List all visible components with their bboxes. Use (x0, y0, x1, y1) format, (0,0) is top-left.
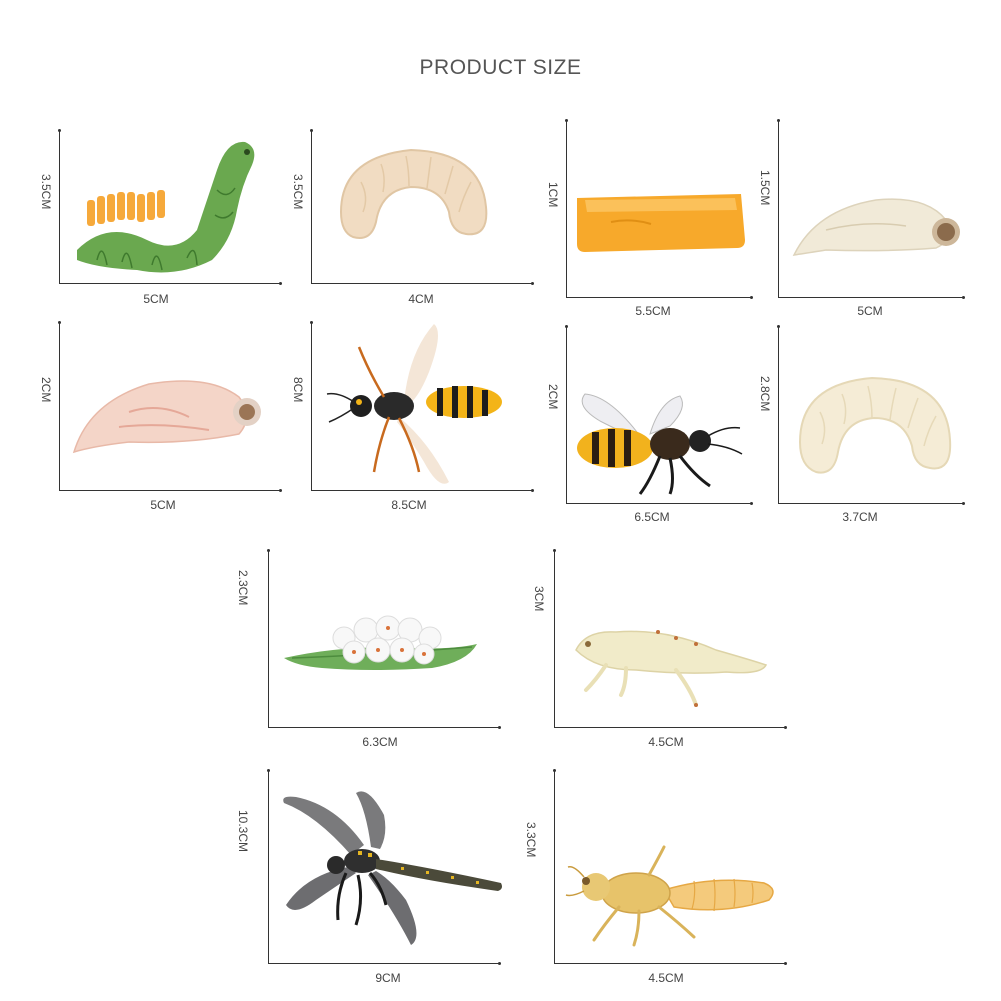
width-label: 3.7CM (842, 510, 878, 524)
figure-wasp: 8CM 8.5CM (291, 321, 536, 512)
dragonfly-nymph-figure (565, 845, 774, 947)
figure-honeybee: 2CM 6.5CM (546, 325, 756, 524)
caterpillar-figure (77, 141, 255, 273)
height-label: 3.5CM (39, 174, 53, 210)
width-label: 6.3CM (362, 735, 398, 749)
grasshopper-nymph-figure (575, 630, 768, 707)
width-label: 6.5CM (634, 510, 670, 524)
figure-dragonfly: 10.3CM 9CM (236, 769, 508, 990)
width-label: 5.5CM (635, 304, 671, 318)
width-label: 9CM (375, 971, 401, 985)
width-label: 8.5CM (391, 498, 427, 512)
bee-pupa-figure (792, 198, 960, 256)
wasp-figure (326, 324, 502, 484)
height-label: 8CM (291, 377, 305, 403)
height-label: 2CM (39, 377, 53, 403)
width-label: 4.5CM (648, 735, 684, 749)
width-label: 4.5CM (648, 971, 684, 985)
pupa-figure (72, 380, 261, 454)
figure-grub-larva: 3.5CM 4CM (291, 129, 536, 306)
grub-larva-figure (339, 148, 488, 239)
height-label: 1CM (546, 182, 560, 208)
larva-figure (798, 376, 952, 474)
honeybee-figure (577, 393, 743, 495)
width-label: 4CM (408, 292, 434, 306)
figure-grasshopper-nymph: 3CM 4.5CM (532, 549, 794, 750)
figure-larva: 2.8CM 3.7CM (758, 325, 968, 524)
orange-tray-figure (577, 194, 745, 252)
figure-eggs-on-leaf: 2.3CM 6.3CM (236, 549, 508, 750)
height-label: 10.3CM (236, 810, 250, 853)
figure-caterpillar: 3.5CM 5CM (39, 129, 284, 306)
height-label: 2CM (546, 384, 560, 410)
width-label: 5CM (150, 498, 176, 512)
height-label: 3.5CM (291, 174, 305, 210)
figure-dragonfly-nymph: 3.3CM 4.5CM (524, 769, 794, 990)
height-label: 1.5CM (758, 170, 772, 206)
figure-bee-pupa: 1.5CM 5CM (758, 119, 968, 320)
width-label: 5CM (857, 304, 883, 318)
height-label: 3.3CM (524, 822, 538, 858)
height-label: 2.3CM (236, 570, 250, 606)
figure-orange-tray: 1CM 5.5CM (546, 119, 756, 320)
figure-pupa: 2CM 5CM (39, 321, 284, 512)
page-title: PRODUCT SIZE (419, 56, 582, 79)
width-label: 5CM (143, 292, 169, 306)
height-label: 2.8CM (758, 376, 772, 412)
dragonfly-figure (283, 791, 502, 945)
eggs-on-leaf-figure (284, 615, 477, 670)
height-label: 3CM (532, 586, 546, 612)
